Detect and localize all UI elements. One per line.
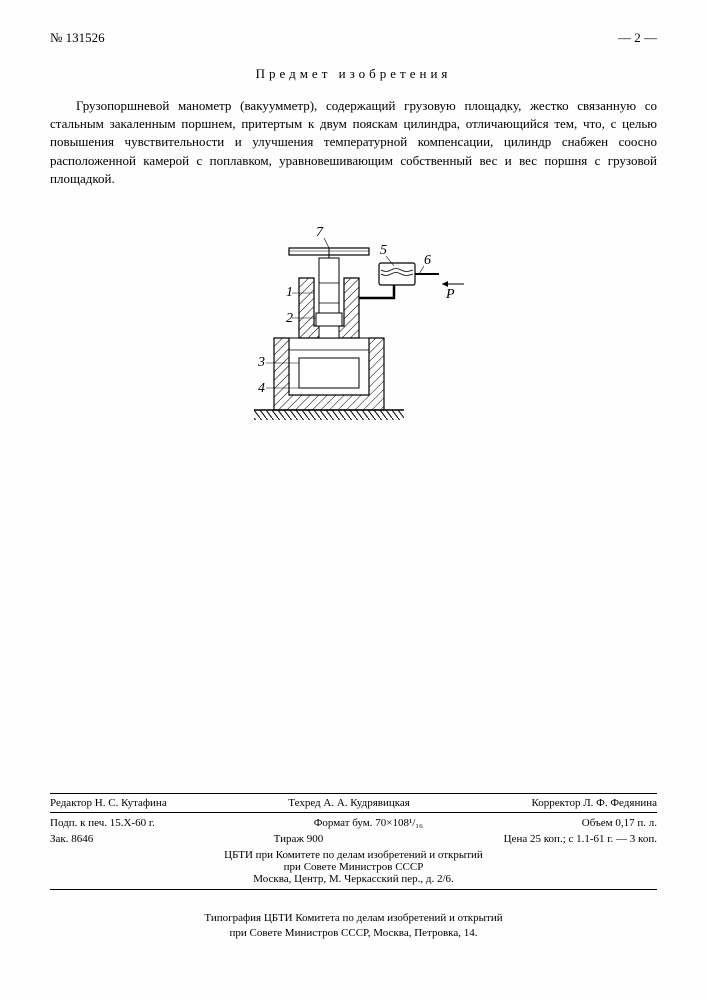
editor: Редактор Н. С. Кутафина xyxy=(50,797,167,809)
org-line2: при Совете Министров СССР xyxy=(50,861,657,873)
diagram: 1 2 3 4 5 6 7 P xyxy=(50,218,657,442)
tech-1a: Подп. к печ. 15.X-60 г. xyxy=(50,817,155,829)
footer-block: Редактор Н. С. Кутафина Техред А. А. Куд… xyxy=(50,793,657,890)
diagram-label-6: 6 xyxy=(424,253,431,268)
org-line3: Москва, Центр, М. Черкасский пер., д. 2/… xyxy=(50,873,657,885)
doc-number: № 131526 xyxy=(50,30,105,46)
page-number: — 2 — xyxy=(618,30,657,46)
corrector: Корректор Л. Ф. Федянина xyxy=(531,797,657,809)
diagram-label-4: 4 xyxy=(258,381,265,396)
diagram-label-2: 2 xyxy=(286,311,293,326)
tech-2b: Тираж 900 xyxy=(274,833,324,845)
typo-line2: при Совете Министров СССР, Москва, Петро… xyxy=(50,926,657,940)
tech-2a: Зак. 8646 xyxy=(50,833,93,845)
tech-editor: Техред А. А. Кудрявицкая xyxy=(288,797,410,809)
body-text: Грузопоршневой манометр (вакуумметр), со… xyxy=(50,97,657,188)
section-title: Предмет изобретения xyxy=(50,66,657,82)
diagram-label-3: 3 xyxy=(257,355,265,370)
tech-2c: Цена 25 коп.; с 1.1-61 г. — 3 коп. xyxy=(504,833,657,845)
diagram-label-7: 7 xyxy=(316,225,324,240)
diagram-label-5: 5 xyxy=(380,243,387,258)
typo-line1: Типография ЦБТИ Комитета по делам изобре… xyxy=(50,911,657,925)
diagram-label-1: 1 xyxy=(286,285,293,300)
typography-block: Типография ЦБТИ Комитета по делам изобре… xyxy=(50,911,657,940)
tech-1b: Формат бум. 70×108¹/₁₆ xyxy=(314,817,423,829)
org-line1: ЦБТИ при Комитете по делам изобретений и… xyxy=(50,849,657,861)
tech-1c: Объем 0,17 п. л. xyxy=(582,817,657,829)
diagram-label-p: P xyxy=(445,287,455,302)
